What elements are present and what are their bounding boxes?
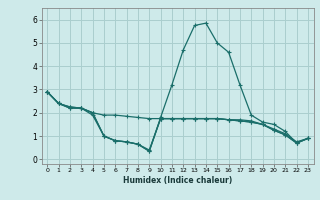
X-axis label: Humidex (Indice chaleur): Humidex (Indice chaleur) — [123, 176, 232, 185]
